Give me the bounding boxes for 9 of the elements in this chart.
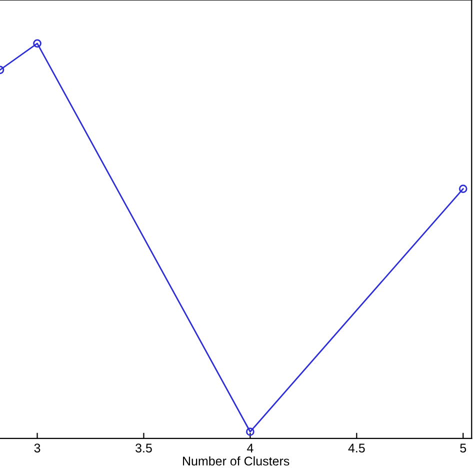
x-tick-label: 4	[247, 444, 254, 452]
point	[246, 428, 254, 436]
point	[33, 39, 42, 48]
x-axis-title: Number of Clusters	[183, 456, 290, 466]
x-tick-label: 3.5	[136, 444, 152, 452]
x-tick-label: 4.5	[348, 444, 365, 452]
x-tick-label: 3	[34, 444, 40, 452]
point	[458, 184, 468, 193]
x-tick-label: 5	[460, 444, 466, 452]
